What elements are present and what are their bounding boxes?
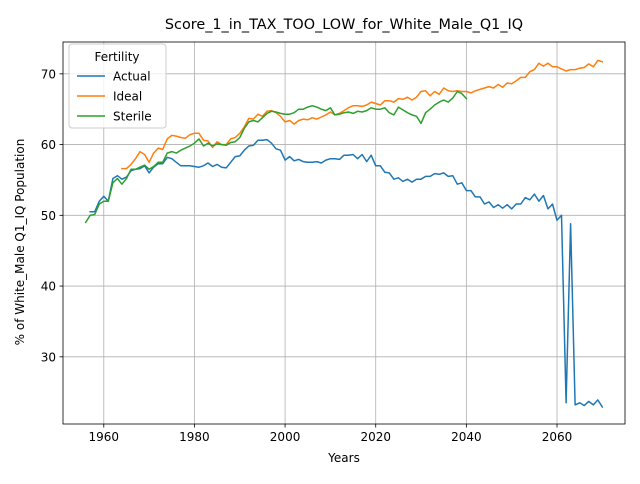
x-tick-label: 1980 (179, 430, 210, 444)
x-tick-label: 2060 (542, 430, 573, 444)
legend-label-ideal: Ideal (113, 90, 142, 104)
axes (62, 41, 626, 425)
x-tick-label: 2020 (360, 430, 391, 444)
y-tick-label: 70 (41, 67, 56, 81)
chart-title: Score_1_in_TAX_TOO_LOW_for_White_Male_Q1… (165, 17, 523, 33)
legend-label-actual: Actual (113, 70, 151, 84)
y-axis-label: % of White_Male Q1_IQ Population (13, 139, 27, 346)
series-line-actual (89, 138, 604, 409)
y-tick-label: 30 (41, 350, 56, 364)
y-tick-label: 40 (41, 280, 56, 294)
legend-title: Fertility (94, 50, 139, 64)
grid-lines (63, 42, 625, 424)
x-tick-label: 2000 (270, 430, 301, 444)
legend: Fertility Actual Ideal Sterile (68, 43, 167, 129)
legend-label-sterile: Sterile (113, 110, 152, 124)
series-line-ideal (121, 59, 604, 170)
x-tick-label: 1960 (89, 430, 120, 444)
y-tick-label: 60 (41, 138, 56, 152)
series-line-sterile (84, 90, 468, 224)
legend-items: Actual Ideal Sterile (77, 70, 152, 124)
legend-box (68, 43, 167, 129)
tick-labels: 1960 1980 2000 2020 2040 2060 30 40 50 60 70 (41, 67, 573, 444)
x-tick-label: 2040 (451, 430, 482, 444)
series-layer (84, 59, 604, 409)
x-axis-label: Years (327, 451, 360, 465)
plot-frame (62, 41, 626, 425)
y-tick-label: 50 (41, 209, 56, 223)
